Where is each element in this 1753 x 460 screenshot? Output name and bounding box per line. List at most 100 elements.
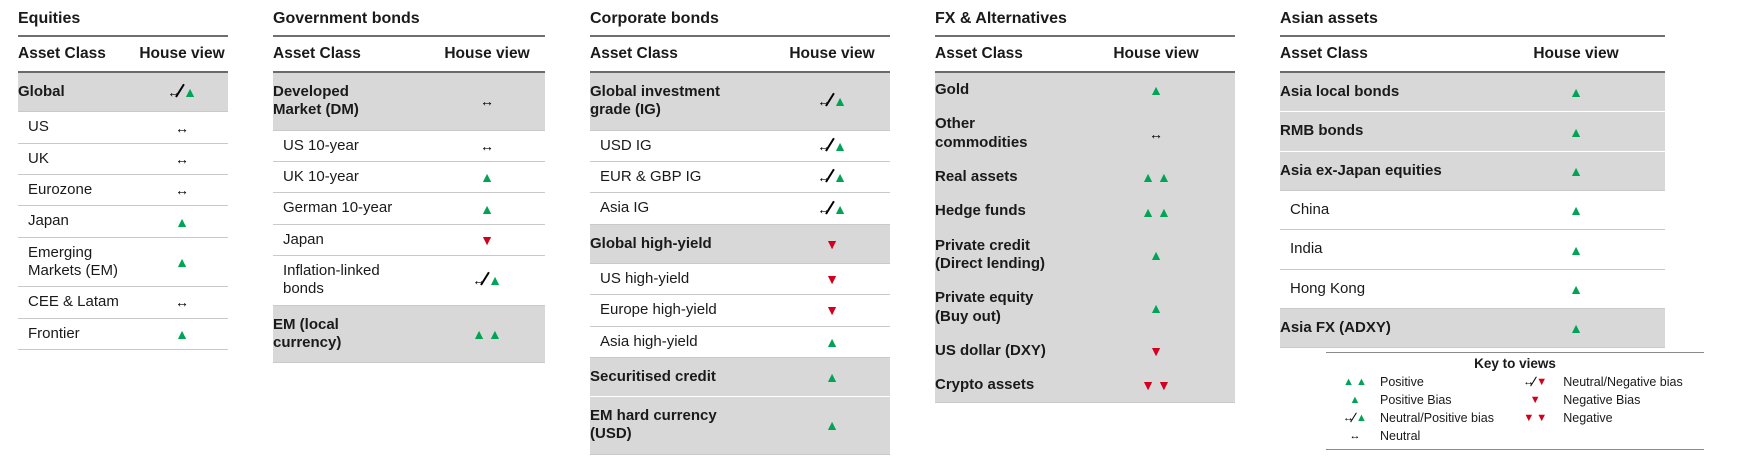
view-icon-positive-bias: ▲ <box>1569 203 1583 217</box>
asset-class-label: EM hard currency (USD) <box>590 407 717 443</box>
up-triangle-icon: ▲ <box>833 169 847 186</box>
key-label <box>1561 429 1698 443</box>
neutral-arrow-icon: ↔ <box>175 294 189 311</box>
asset-row: Global ↔ ▲ <box>18 73 228 112</box>
neutral-arrow-icon: ↔ <box>175 150 189 167</box>
house-view-cell: ↔ ▲ <box>774 139 890 153</box>
key-icon-cell: ▼ <box>1509 393 1561 407</box>
up-triangle-icon: ▲ <box>1569 84 1583 101</box>
key-to-views: Key to views ▲ ▲ Positive ↔ ▼ Neutral/Negativ… <box>1326 352 1704 450</box>
key-icon-cell: ↔ ▲ <box>1332 411 1378 425</box>
asset-class-label: Emerging Markets (EM) <box>28 243 118 279</box>
view-icon-negative-bias: ▼ <box>825 237 839 251</box>
asset-class-label: Real assets <box>935 168 1018 186</box>
section-rows: Developed Market (DM) ↔ US 10-year ↔ UK … <box>273 73 545 364</box>
up-triangle-icon: ▲ <box>1149 246 1163 263</box>
view-icon-negative: ▼ ▼ <box>1141 378 1171 392</box>
up-triangle-icon: ▲ <box>1157 169 1171 186</box>
asset-class-label: Asia local bonds <box>1280 83 1400 101</box>
down-triangle-icon: ▼ <box>480 231 494 248</box>
asset-row: Europe high-yield ▼ <box>590 294 890 325</box>
view-icon-positive: ▲ ▲ <box>1141 205 1171 219</box>
asset-row: EM hard currency (USD) ▲ <box>590 396 890 455</box>
up-triangle-icon: ▲ <box>488 272 502 289</box>
key-label: Negative Bias <box>1563 393 1641 407</box>
key-icon-cell: ▼ ▼ <box>1509 411 1561 425</box>
asset-section: Asian assets Asset Class House view Asia… <box>1280 6 1665 455</box>
asset-row: German 10-year ▲ <box>273 192 545 223</box>
view-icon-neutral: ↔ <box>175 183 189 197</box>
asset-class-label: Crypto assets <box>935 376 1035 394</box>
asset-row: RMB bonds ▲ <box>1280 111 1665 151</box>
down-triangle-icon: ▼ <box>825 302 839 319</box>
up-triangle-icon: ▲ <box>1569 320 1583 337</box>
up-triangle-icon: ▲ <box>175 325 189 342</box>
section-title: Equities <box>18 6 228 38</box>
view-icon-neutral: ↔ <box>175 295 189 309</box>
neutral-arrow-icon: ↔ <box>175 119 189 136</box>
view-icon-positive: ▲ ▲ <box>472 327 502 341</box>
asset-section: Government bonds Asset Class House view … <box>273 6 545 455</box>
key-label: Positive <box>1380 375 1424 389</box>
view-icon-negative-bias: ▼ <box>825 303 839 317</box>
house-view-cell: ↔ ▲ <box>136 85 228 99</box>
down-triangle-icon: ▼ <box>1141 377 1155 394</box>
up-triangle-icon: ▲ <box>1569 280 1583 297</box>
column-headers: Asset Class House view <box>273 37 545 74</box>
view-icon-negative-bias: ▼ <box>825 272 839 286</box>
section-title: FX & Alternatives <box>935 6 1235 38</box>
view-icon-neutral: ↔ <box>175 121 189 135</box>
asset-class-label: US high-yield <box>600 269 690 287</box>
asset-row: China ▲ <box>1280 190 1665 229</box>
key-label: Neutral <box>1380 429 1421 443</box>
view-icon-neutral-positive: ↔ ▲ <box>817 202 847 216</box>
asset-class-label: US 10-year <box>283 136 359 154</box>
asset-row: Asia high-yield ▲ <box>590 325 890 357</box>
column-headers: Asset Class House view <box>1280 37 1665 74</box>
neutral-arrow-icon: ↔ <box>175 182 189 199</box>
down-triangle-icon: ▼ <box>1149 343 1163 359</box>
asset-row: Asia local bonds ▲ <box>1280 73 1665 112</box>
key-title: Key to views <box>1474 356 1556 371</box>
house-view-cell: ▲ <box>1487 85 1665 99</box>
section-title: Government bonds <box>273 6 545 38</box>
asset-row: Developed Market (DM) ↔ <box>273 73 545 130</box>
up-triangle-icon: ▲ <box>1569 123 1583 140</box>
down-triangle-icon: ▼ <box>825 271 839 288</box>
house-view-cell: ▼ <box>774 272 890 286</box>
house-view-cell: ▲ <box>774 335 890 349</box>
up-triangle-icon: ▲ <box>833 93 847 110</box>
up-triangle-icon: ▲ <box>1569 202 1583 219</box>
view-icon-positive-bias: ▲ <box>175 215 189 229</box>
view-icon-neutral-positive: ↔ ▲ <box>817 94 847 108</box>
asset-class-label: EM (local currency) <box>273 315 342 351</box>
house-view-cell: ↔ <box>429 94 545 108</box>
up-triangle-icon: ▲ <box>472 325 486 342</box>
asset-row: Securitised credit ▲ <box>590 356 890 397</box>
house-view-cell: ▲ <box>136 327 228 341</box>
asset-row: Hedge funds ▲ ▲ <box>935 194 1235 229</box>
view-icon-neutral-positive: ↔ ▲ <box>472 273 502 287</box>
up-triangle-icon: ▲ <box>1141 203 1155 220</box>
neutral-arrow-icon: ↔ <box>1149 125 1163 142</box>
house-view-cell: ▲ <box>136 215 228 229</box>
view-icon-positive-bias: ▲ <box>1149 83 1163 97</box>
asset-row: Crypto assets ▼ ▼ <box>935 368 1235 404</box>
asset-class-label: Developed Market (DM) <box>273 83 359 119</box>
view-icon-neutral-positive: ↔ ▲ <box>167 85 197 99</box>
up-triangle-icon: ▲ <box>488 325 502 342</box>
asset-class-label: CEE & Latam <box>28 293 119 311</box>
up-triangle-icon: ▲ <box>1149 299 1163 316</box>
view-icon-neutral-positive: ↔ ▲ <box>817 170 847 184</box>
asset-row: Eurozone ↔ <box>18 174 228 205</box>
section-title: Corporate bonds <box>590 6 890 38</box>
view-icon-positive-bias: ▲ <box>480 170 494 184</box>
key-icon-cell <box>1509 429 1561 443</box>
asset-row: EUR & GBP IG ↔ ▲ <box>590 161 890 192</box>
view-icon-neutral: ↔ <box>480 94 494 108</box>
house-view-cell: ▲ <box>774 370 890 384</box>
key-label: Positive Bias <box>1380 393 1452 407</box>
view-icon-negative-bias: ▼ <box>1149 344 1163 358</box>
view-icon-negative: ▼ ▼ <box>1523 412 1547 424</box>
asset-row: Private equity (Buy out) ▲ <box>935 281 1235 334</box>
